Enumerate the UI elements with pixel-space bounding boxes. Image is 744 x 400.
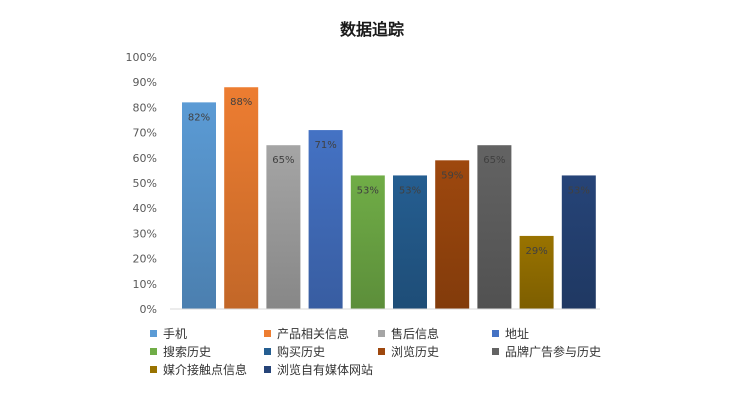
bar-6	[435, 160, 470, 309]
legend-swatch	[150, 366, 157, 373]
legend-label: 售后信息	[391, 327, 440, 341]
data-label: 53%	[399, 185, 421, 196]
legend-item: 售后信息	[378, 325, 439, 342]
legend-swatch	[150, 348, 157, 355]
bars	[182, 87, 596, 310]
legend-label: 购买历史	[277, 345, 326, 359]
bar-2	[266, 145, 301, 309]
data-label: 71%	[314, 140, 336, 151]
legend-swatch	[492, 330, 499, 337]
bar-0	[182, 102, 216, 309]
legend-item: 浏览自有媒体网站	[264, 361, 373, 378]
legend-label: 地址	[505, 327, 530, 341]
legend-item: 产品相关信息	[264, 325, 349, 342]
y-tick-label: 100%	[126, 51, 157, 64]
chart-title: 数据追踪	[339, 20, 404, 39]
data-label: 82%	[188, 112, 210, 123]
legend-item: 浏览历史	[378, 343, 439, 360]
y-tick-label: 80%	[133, 101, 157, 114]
legend-item: 手机	[150, 325, 187, 342]
legend-swatch	[150, 330, 157, 337]
legend-label: 产品相关信息	[277, 327, 350, 341]
legend-item: 购买历史	[264, 343, 325, 360]
bar-7	[477, 145, 512, 309]
legend-item: 品牌广告参与历史	[492, 343, 601, 360]
bar-9	[561, 175, 596, 309]
bar-1	[224, 87, 259, 310]
data-label: 59%	[441, 170, 463, 181]
legend-swatch	[264, 366, 271, 373]
data-label: 88%	[230, 97, 252, 108]
y-axis: 0% 10% 20% 30% 40% 50% 60% 70% 80% 90% 100%	[126, 51, 157, 316]
legend-label: 媒介接触点信息	[163, 363, 248, 377]
data-label: 29%	[525, 246, 547, 257]
y-tick-label: 50%	[133, 177, 157, 190]
legend-item: 地址	[492, 325, 529, 342]
y-tick-label: 10%	[133, 278, 157, 291]
bar-3	[308, 130, 343, 309]
legend-label: 手机	[163, 327, 188, 341]
y-tick-label: 40%	[133, 202, 157, 215]
legend-label: 浏览历史	[391, 345, 440, 359]
bar-8	[519, 235, 554, 309]
y-tick-label: 60%	[133, 152, 157, 165]
bar-5	[393, 175, 427, 309]
legend-swatch	[492, 348, 499, 355]
y-tick-label: 0%	[140, 303, 157, 316]
legend-swatch	[264, 348, 271, 355]
data-label: 65%	[483, 155, 505, 166]
legend-item: 媒介接触点信息	[150, 361, 247, 378]
bar-4	[350, 175, 385, 309]
y-tick-label: 20%	[133, 253, 157, 266]
legend-label: 浏览自有媒体网站	[277, 363, 374, 377]
legend-label: 品牌广告参与历史	[505, 345, 602, 359]
data-label: 53%	[568, 185, 590, 196]
y-tick-label: 90%	[133, 76, 157, 89]
legend-label: 搜索历史	[163, 345, 212, 359]
legend-item: 搜索历史	[150, 343, 211, 360]
legend-swatch	[264, 330, 271, 337]
y-tick-label: 70%	[133, 127, 157, 140]
legend-swatch	[378, 330, 385, 337]
y-tick-label: 30%	[133, 227, 157, 240]
data-label: 65%	[272, 155, 294, 166]
data-label: 53%	[357, 185, 379, 196]
legend-swatch	[378, 348, 385, 355]
data-labels: 82% 88% 65% 71% 53% 53% 59% 65% 29% 53%	[188, 97, 590, 257]
